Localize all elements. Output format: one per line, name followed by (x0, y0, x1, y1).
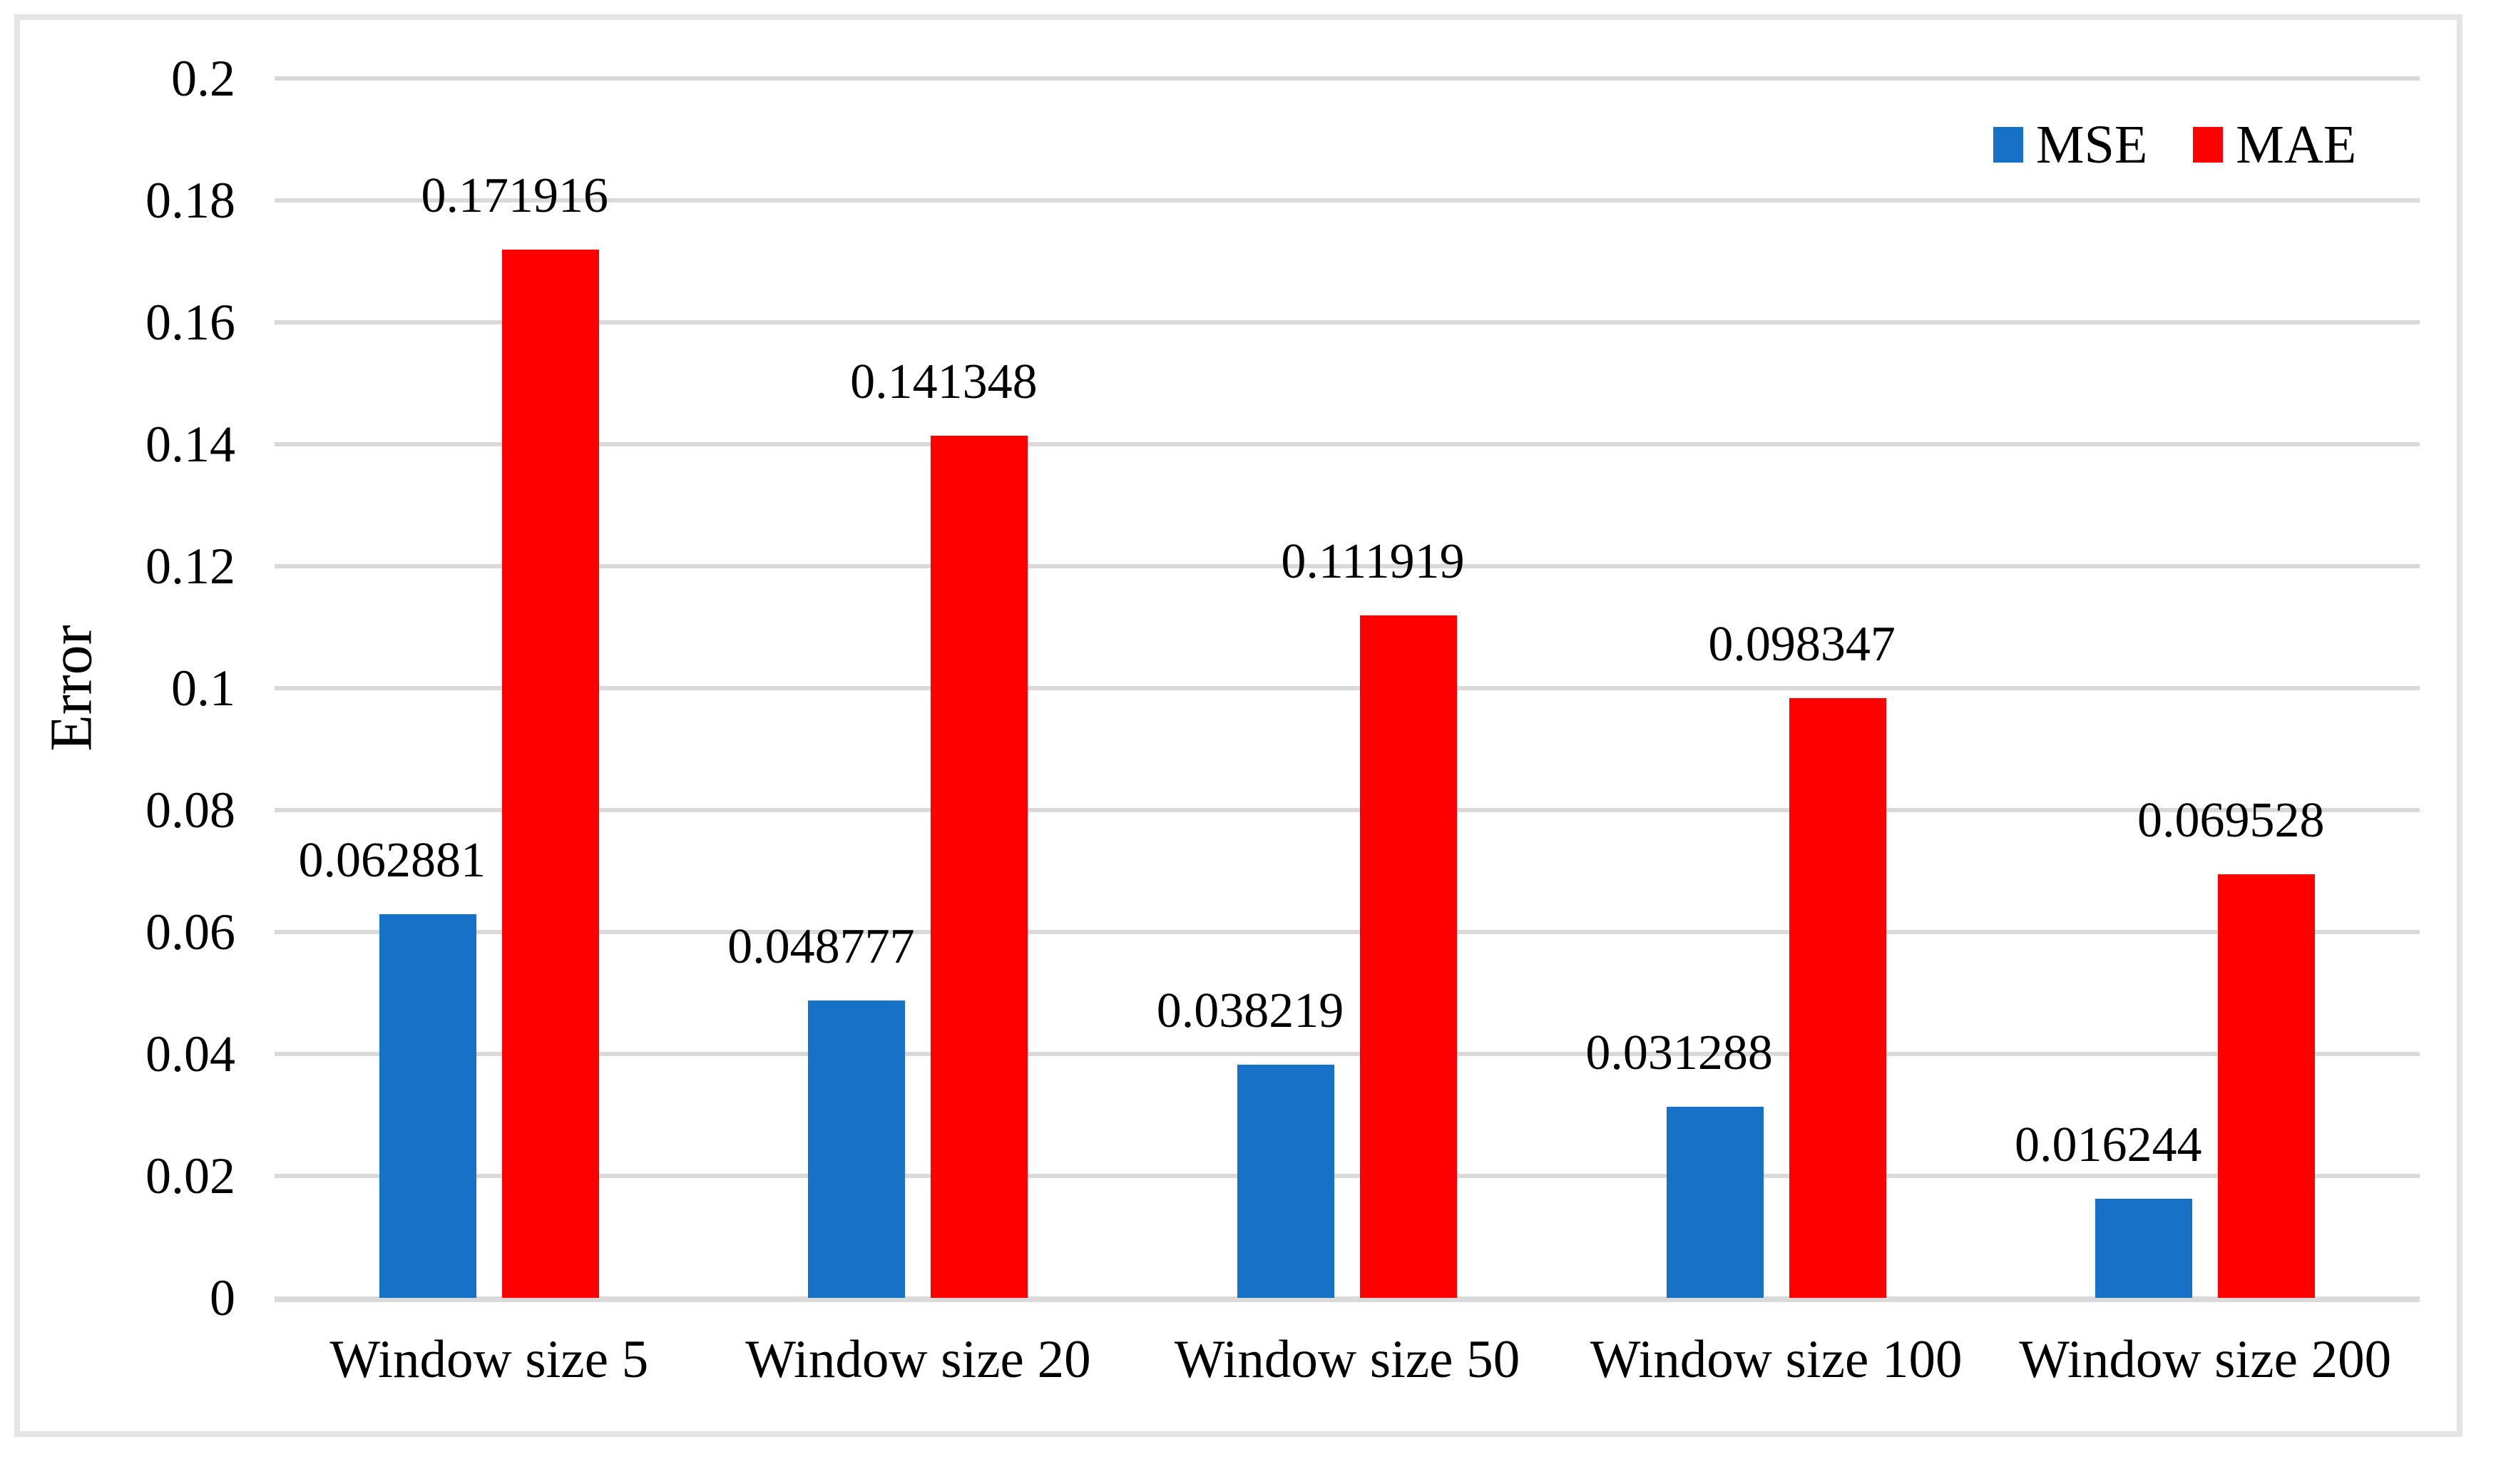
gridline-0-2 (275, 76, 2420, 81)
bar-mae-window-size-20 (931, 436, 1028, 1298)
data-label-mse-window-size-5: 0.062881 (298, 833, 486, 889)
data-label-mse-window-size-50: 0.038219 (1156, 983, 1344, 1039)
legend-label-mse: MSE (2036, 115, 2148, 175)
gridline-0-16 (275, 320, 2420, 324)
legend-item-mse: MSE (1993, 113, 2147, 177)
bar-mse-window-size-100 (1666, 1107, 1764, 1298)
y-tick-label-0-12: 0.12 (145, 538, 235, 595)
legend-label-mae: MAE (2236, 115, 2357, 175)
x-tick-label-window-size-20: Window size 20 (745, 1330, 1091, 1389)
data-label-mae-window-size-100: 0.098347 (1708, 617, 1896, 672)
legend-item-mae: MAE (2193, 113, 2356, 177)
bar-mse-window-size-5 (379, 914, 476, 1298)
bar-mse-window-size-200 (2095, 1199, 2193, 1298)
bar-mse-window-size-20 (808, 1000, 906, 1298)
y-tick-label-0-02: 0.02 (145, 1147, 235, 1204)
y-tick-label-0-16: 0.16 (145, 294, 235, 351)
gridline-0-18 (275, 198, 2420, 203)
y-tick-label-0: 0 (210, 1269, 235, 1326)
bar-mae-window-size-5 (501, 250, 599, 1298)
x-tick-label-window-size-100: Window size 100 (1590, 1330, 1963, 1389)
gridline-0-1 (275, 686, 2420, 690)
data-label-mae-window-size-50: 0.111919 (1281, 534, 1465, 590)
data-label-mse-window-size-100: 0.031288 (1585, 1025, 1773, 1081)
gridline-0-04 (275, 1052, 2420, 1056)
bar-mae-window-size-200 (2218, 874, 2316, 1298)
data-label-mae-window-size-200: 0.069528 (2137, 792, 2325, 848)
y-tick-label-0-08: 0.08 (145, 782, 235, 839)
legend-swatch-mse (1993, 127, 2023, 163)
x-tick-label-window-size-200: Window size 200 (2019, 1330, 2392, 1389)
y-tick-label-0-18: 0.18 (145, 172, 235, 229)
gridline-0-06 (275, 930, 2420, 934)
x-tick-label-window-size-50: Window size 50 (1174, 1330, 1520, 1389)
bar-mae-window-size-100 (1789, 698, 1886, 1298)
y-tick-label-0-04: 0.04 (145, 1025, 235, 1083)
x-tick-label-window-size-5: Window size 5 (329, 1330, 649, 1389)
data-label-mse-window-size-200: 0.016244 (2014, 1117, 2202, 1173)
data-label-mae-window-size-20: 0.141348 (850, 354, 1038, 410)
gridline-0-02 (275, 1174, 2420, 1178)
gridline-0-08 (275, 808, 2420, 812)
legend-swatch-mae (2193, 127, 2224, 163)
y-tick-label-0-1: 0.1 (171, 660, 235, 717)
gridline-0-12 (275, 564, 2420, 568)
x-axis-line (275, 1296, 2420, 1302)
y-tick-label-0-14: 0.14 (145, 416, 235, 473)
data-label-mae-window-size-5: 0.171916 (421, 168, 609, 224)
data-label-mse-window-size-20: 0.048777 (727, 918, 915, 974)
legend: MSE MAE (1993, 113, 2356, 177)
gridline-0-14 (275, 442, 2420, 446)
y-tick-label-0-2: 0.2 (171, 50, 235, 107)
bar-mae-window-size-50 (1360, 615, 1457, 1298)
y-tick-label-0-06: 0.06 (145, 904, 235, 961)
bar-mse-window-size-50 (1237, 1065, 1334, 1298)
